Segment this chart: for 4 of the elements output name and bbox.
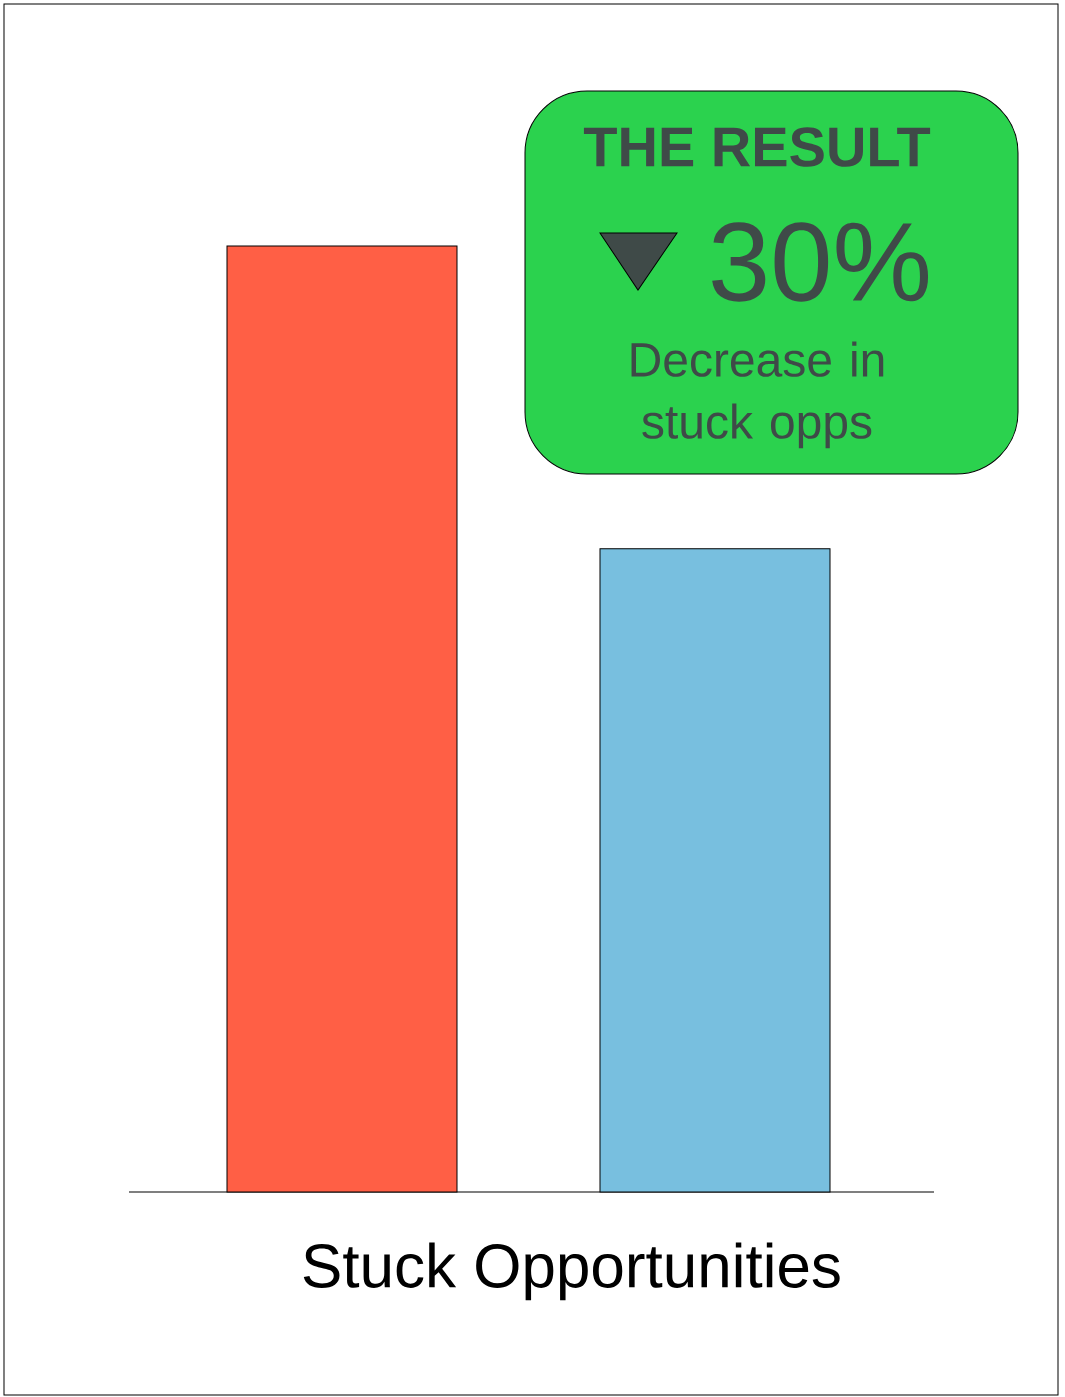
text: THE RESULT — [583, 127, 931, 167]
annotation: Decrease in stuck opps — [631, 341, 884, 449]
x-axis-title: Stuck Opportunities — [303, 1242, 840, 1301]
annotation: 30% — [712, 222, 929, 302]
